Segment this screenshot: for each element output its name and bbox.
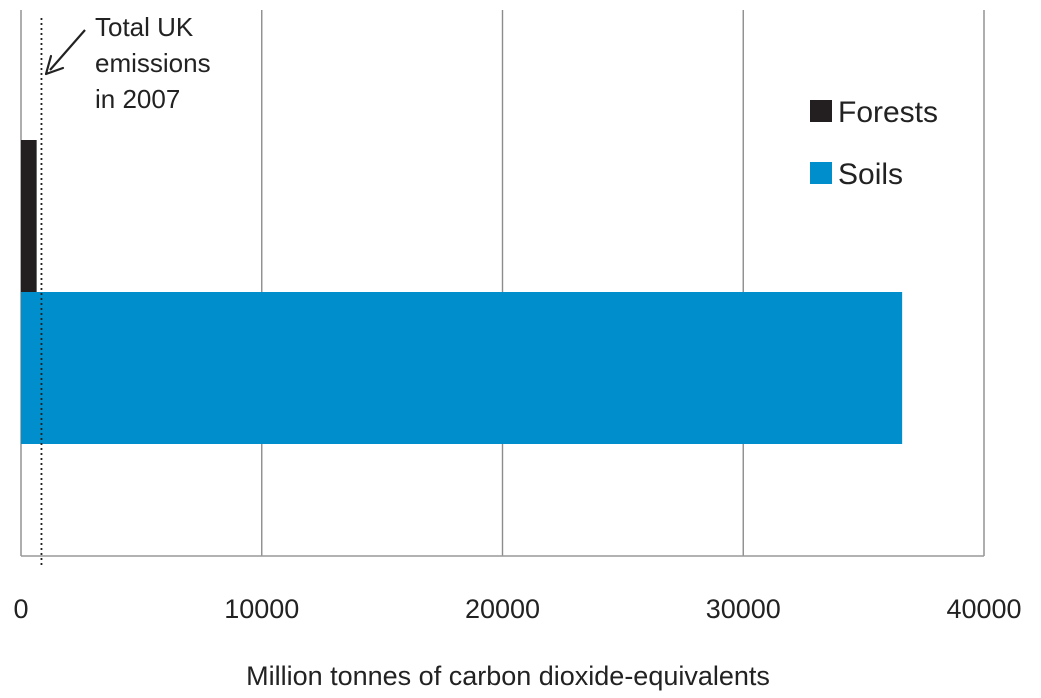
legend: Forests Soils [810, 96, 938, 191]
x-tick-labels: 0 10000 20000 30000 40000 [13, 594, 1021, 624]
x-axis-label: Million tonnes of carbon dioxide-equival… [246, 661, 770, 691]
reference-line-group: Total UK emissions in 2007 [40, 12, 211, 566]
annotation-arrow-head [44, 54, 65, 76]
x-tick-label-1: 10000 [224, 594, 299, 624]
x-tick-label-2: 20000 [465, 594, 540, 624]
annotation-line-0: Total UK [95, 12, 194, 42]
legend-label-soils: Soils [838, 158, 903, 191]
annotation-arrow-shaft [49, 29, 86, 71]
bars [21, 140, 903, 444]
gridlines [20, 10, 985, 556]
annotation-line-1: emissions [95, 48, 211, 78]
annotation-line-2: in 2007 [95, 84, 180, 114]
x-tick-label-4: 40000 [946, 594, 1021, 624]
legend-swatch-soils [810, 162, 832, 184]
bar-forests [21, 140, 37, 295]
legend-label-forests: Forests [838, 96, 938, 129]
x-tick-label-3: 30000 [706, 594, 781, 624]
legend-swatch-forests [810, 100, 832, 122]
bar-soils [21, 292, 903, 444]
x-tick-label-0: 0 [13, 594, 28, 624]
